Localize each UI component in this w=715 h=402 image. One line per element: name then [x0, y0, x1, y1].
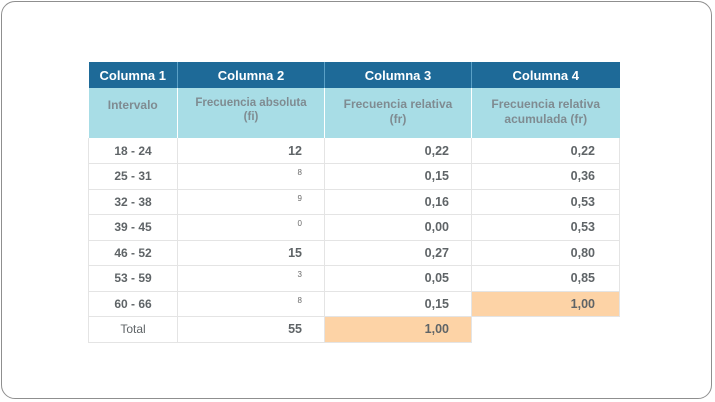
acum-cell: 0,36	[471, 163, 620, 190]
fi-cell: 8	[177, 163, 325, 190]
table-row: 25 - 31 8 0,15 0,36	[88, 163, 620, 190]
subheader-fra-line2: acumulada (fr)	[504, 112, 588, 126]
acum-cell: 0,53	[471, 189, 620, 215]
interval-cell: 18 - 24	[88, 138, 178, 164]
table-row: 39 - 45 0 0,00 0,53	[88, 214, 620, 241]
table-row: 32 - 38 9 0,16 0,53	[88, 189, 620, 215]
acum-cell: 0,85	[471, 265, 620, 292]
table-row: 53 - 59 3 0,05 0,85	[88, 265, 620, 292]
fi-cell: 9	[177, 189, 325, 215]
interval-cell: 53 - 59	[88, 265, 178, 292]
fi-cell: 12	[177, 138, 325, 164]
fr-cell: 0,00	[324, 214, 472, 241]
fi-cell: 0	[177, 214, 325, 241]
fr-cell: 0,05	[324, 265, 472, 292]
fr-cell: 0,22	[324, 138, 472, 164]
fr-cell: 0,15	[324, 163, 472, 190]
subheader-frecuencia-acumulada: Frecuencia relativa acumulada (fr)	[471, 88, 620, 138]
total-fi: 55	[177, 316, 325, 343]
subheader-row: Intervalo Frecuencia absoluta (fi) Frecu…	[88, 88, 620, 138]
interval-cell: 60 - 66	[88, 291, 178, 317]
column-header-row: Columna 1 Columna 2 Columna 3 Columna 4	[88, 62, 620, 88]
total-label: Total	[88, 316, 178, 343]
total-empty	[472, 317, 620, 343]
interval-cell: 46 - 52	[88, 240, 178, 266]
fi-cell: 3	[177, 265, 325, 292]
subheader-fr-line1: Frecuencia relativa	[343, 97, 453, 111]
table-row: 18 - 24 12 0,22 0,22	[88, 138, 620, 164]
fi-cell: 15	[177, 240, 325, 266]
subheader-frecuencia-relativa: Frecuencia relativa (fr)	[324, 88, 472, 138]
acum-cell: 0,80	[471, 240, 620, 266]
fr-cell: 0,15	[324, 291, 472, 317]
acum-cell: 1,00	[471, 291, 620, 317]
interval-cell: 39 - 45	[88, 214, 178, 241]
table-row: 46 - 52 15 0,27 0,80	[88, 240, 620, 266]
fr-cell: 0,27	[324, 240, 472, 266]
column-header-1: Columna 1	[88, 62, 178, 88]
column-header-2: Columna 2	[177, 62, 325, 88]
fr-cell: 0,16	[324, 189, 472, 215]
subheader-fa-line2: (fi)	[243, 111, 259, 123]
subheader-fr-line2: (fr)	[389, 112, 407, 126]
fi-cell: 8	[177, 291, 325, 317]
interval-cell: 25 - 31	[88, 163, 178, 190]
acum-cell: 0,53	[471, 214, 620, 241]
column-header-3: Columna 3	[324, 62, 472, 88]
interval-cell: 32 - 38	[88, 189, 178, 215]
total-row: Total 55 1,00	[88, 316, 620, 343]
table-body: 18 - 24 12 0,22 0,22 25 - 31 8 0,15 0,36 32 - 38…	[88, 138, 620, 317]
subheader-fra-line1: Frecuencia relativa	[491, 97, 601, 111]
subheader-fa-line1: Frecuencia absoluta	[195, 97, 307, 109]
subheader-intervalo: Intervalo	[88, 88, 178, 138]
column-header-4: Columna 4	[471, 62, 620, 88]
frequency-table: Columna 1 Columna 2 Columna 3 Columna 4 …	[88, 62, 620, 343]
subheader-frecuencia-absoluta: Frecuencia absoluta (fi)	[177, 88, 325, 138]
acum-cell: 0,22	[471, 138, 620, 164]
table-row: 60 - 66 8 0,15 1,00	[88, 291, 620, 317]
total-fr: 1,00	[324, 316, 472, 343]
